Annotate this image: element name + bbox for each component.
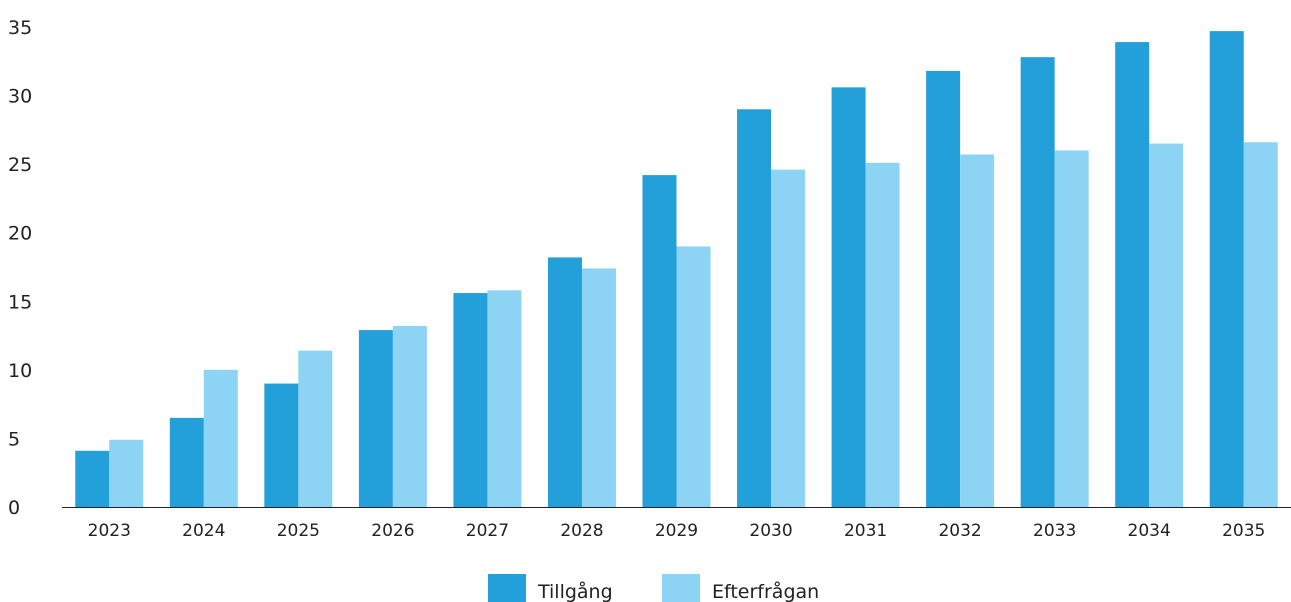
y-tick-label: 15 <box>8 291 32 313</box>
bar-tillgång-2029 <box>642 175 677 507</box>
bar-efterfrågan-2035 <box>1243 142 1278 507</box>
bar-efterfrågan-2029 <box>676 246 711 507</box>
x-tick-label: 2030 <box>749 521 792 541</box>
x-tick-label: 2028 <box>560 521 603 541</box>
legend-swatch <box>662 574 700 602</box>
legend-label: Tillgång <box>537 580 613 602</box>
bar-efterfrågan-2032 <box>960 154 995 508</box>
bar-tillgång-2032 <box>926 70 961 507</box>
bar-efterfrågan-2024 <box>203 369 238 507</box>
y-tick-label: 10 <box>8 360 32 382</box>
bar-efterfrågan-2027 <box>487 290 522 507</box>
y-tick-label: 5 <box>8 428 20 450</box>
legend-item-efterfrågan: Efterfrågan <box>662 574 819 602</box>
bar-tillgång-2034 <box>1115 42 1150 507</box>
bar-efterfrågan-2033 <box>1054 150 1089 507</box>
bars <box>75 31 1278 508</box>
legend-label: Efterfrågan <box>712 580 819 602</box>
bar-tillgång-2024 <box>169 417 204 507</box>
bar-tillgång-2026 <box>358 330 393 507</box>
x-tick-label: 2029 <box>655 521 698 541</box>
legend-item-tillgång: Tillgång <box>488 574 613 602</box>
y-tick-label: 35 <box>8 17 32 39</box>
x-tick-label: 2031 <box>844 521 887 541</box>
bar-tillgång-2025 <box>264 383 299 507</box>
x-tick-label: 2032 <box>938 521 981 541</box>
legend: Tillgång Efterfrågan <box>488 574 819 602</box>
x-axis-ticks: 2023 2024 2025 2026 2027 2028 2029 2030 2031 2032… <box>88 521 1266 541</box>
bar-efterfrågan-2034 <box>1149 143 1184 508</box>
y-axis-ticks: 0 5 10 15 20 25 30 35 <box>8 17 32 519</box>
x-tick-label: 2023 <box>88 521 131 541</box>
bar-tillgång-2023 <box>75 450 110 507</box>
x-tick-label: 2025 <box>277 521 320 541</box>
bar-tillgång-2031 <box>831 87 866 507</box>
bar-efterfrågan-2031 <box>865 162 900 507</box>
bar-tillgång-2027 <box>453 293 488 507</box>
x-tick-label: 2026 <box>371 521 414 541</box>
y-tick-label: 25 <box>8 154 32 176</box>
bar-efterfrågan-2030 <box>771 169 806 507</box>
y-tick-label: 30 <box>8 86 32 108</box>
bar-tillgång-2033 <box>1020 57 1055 508</box>
bar-efterfrågan-2026 <box>392 325 427 507</box>
bar-efterfrågan-2025 <box>298 350 333 507</box>
y-tick-label: 20 <box>8 223 32 245</box>
bar-efterfrågan-2028 <box>581 268 616 507</box>
bar-tillgång-2030 <box>737 109 772 508</box>
bar-tillgång-2028 <box>547 257 582 507</box>
x-tick-label: 2035 <box>1222 521 1265 541</box>
x-tick-label: 2024 <box>182 521 225 541</box>
x-tick-label: 2033 <box>1033 521 1076 541</box>
bar-tillgång-2035 <box>1209 31 1244 507</box>
legend-swatch <box>488 574 526 602</box>
y-tick-label: 0 <box>8 497 20 519</box>
x-tick-label: 2034 <box>1128 521 1171 541</box>
bar-efterfrågan-2023 <box>109 439 144 507</box>
x-tick-label: 2027 <box>466 521 509 541</box>
